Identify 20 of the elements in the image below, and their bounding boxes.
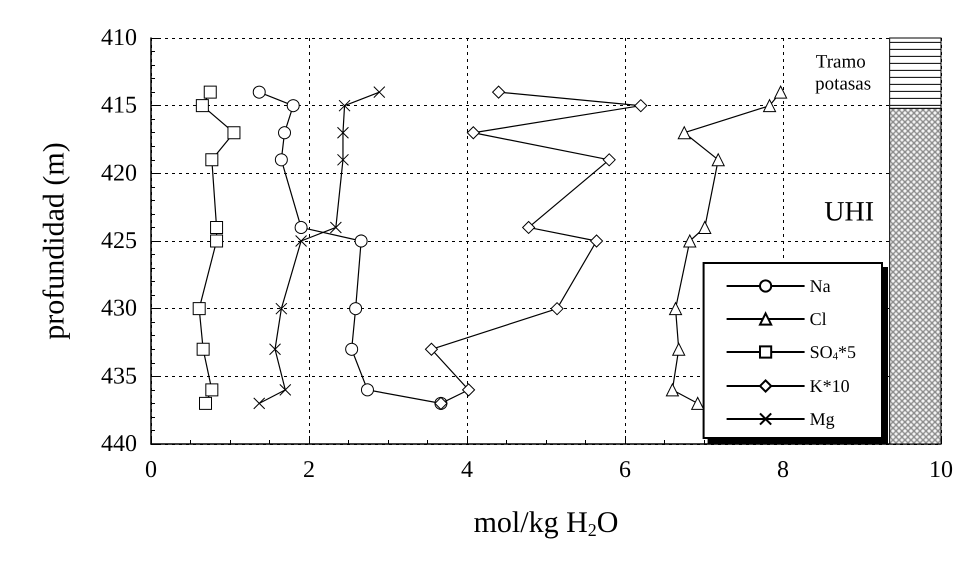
y-tick-label: 415 xyxy=(101,92,137,119)
y-axis-title: profundidad (m) xyxy=(38,142,70,340)
legend-label: Na xyxy=(810,276,831,296)
x-tick-label: 2 xyxy=(303,457,315,483)
y-tick-label: 440 xyxy=(101,431,137,457)
legend-label: Cl xyxy=(810,309,827,329)
legend-label: K*10 xyxy=(810,376,850,396)
x-tick-label: 4 xyxy=(461,457,473,483)
legend-label: Mg xyxy=(810,409,835,429)
y-tick-label: 430 xyxy=(101,296,137,322)
x-tick-label: 10 xyxy=(929,457,953,483)
x-tick-label: 6 xyxy=(619,457,631,483)
y-tick-label: 425 xyxy=(101,228,137,254)
x-tick-label: 8 xyxy=(777,457,789,483)
y-tick-label: 410 xyxy=(101,25,137,51)
y-tick-label: 435 xyxy=(101,363,137,390)
band-label: Tramo potasas xyxy=(815,52,872,95)
band-label: UHI xyxy=(824,196,874,228)
x-tick-label: 0 xyxy=(145,457,157,483)
y-tick-label: 420 xyxy=(101,160,137,186)
